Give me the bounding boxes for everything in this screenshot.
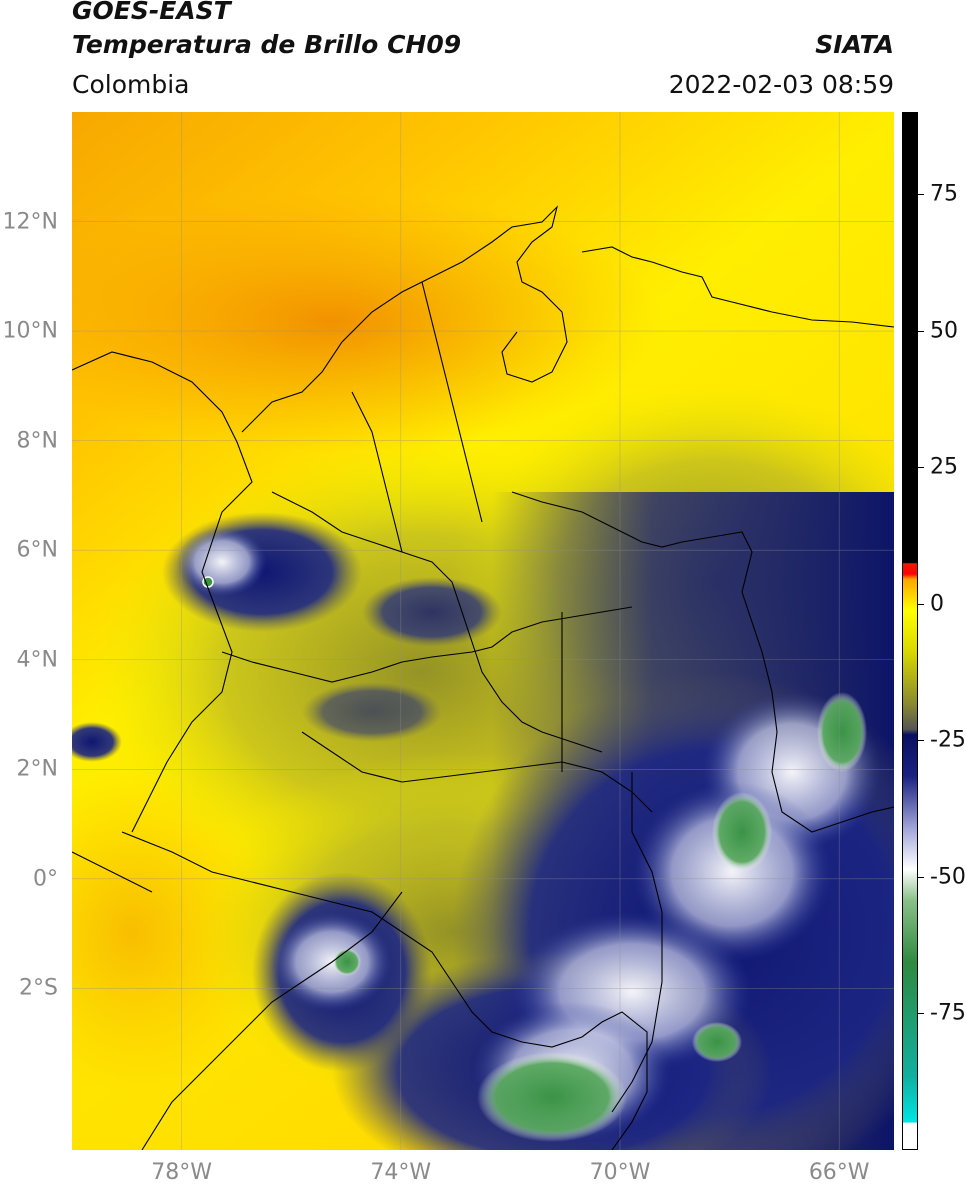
colorbar-tick-label: -50 <box>930 864 966 890</box>
colorbar-tick-mark <box>918 467 924 469</box>
lon-tick-label: 74°W <box>370 1160 432 1185</box>
lon-tick-label: 70°W <box>589 1160 651 1185</box>
brightness-temperature-map <box>72 112 894 1150</box>
colorbar <box>902 112 918 1150</box>
lat-tick-label: 2°S <box>19 975 58 1001</box>
lat-tick-label: 12°N <box>2 209 58 235</box>
lat-tick-label: 0° <box>33 866 58 892</box>
title-block: GOES-EAST Temperatura de Brillo CH09 Col… <box>72 0 894 110</box>
lat-tick-label: 8°N <box>16 428 58 454</box>
satellite-title: GOES-EAST <box>72 0 231 25</box>
lon-tick-label: 66°W <box>808 1160 870 1185</box>
colorbar-tick-label: -75 <box>930 1000 966 1026</box>
institution-label: SIATA <box>815 30 894 59</box>
lat-tick-label: 6°N <box>16 537 58 563</box>
colorbar-tick-mark <box>918 740 924 742</box>
graticule <box>72 112 894 1150</box>
product-title: Temperatura de Brillo CH09 <box>72 30 462 59</box>
colorbar-tick-mark <box>918 1013 924 1015</box>
lon-tick-label: 78°W <box>151 1160 212 1185</box>
coastlines-and-borders <box>72 205 894 1150</box>
colorbar-tick-label: 75 <box>930 181 958 207</box>
colorbar-tick-label: 50 <box>930 318 958 344</box>
datetime-label: 2022-02-03 08:59 <box>668 70 894 99</box>
colorbar-tick-label: -25 <box>930 727 966 753</box>
lat-tick-label: 10°N <box>2 318 58 344</box>
colorbar-tick-mark <box>918 330 924 332</box>
colorbar-tick-mark <box>918 876 924 878</box>
colorbar-tick-label: 0 <box>930 591 944 617</box>
region-label: Colombia <box>72 70 190 99</box>
lat-tick-label: 2°N <box>16 756 58 782</box>
lat-tick-label: 4°N <box>16 647 58 673</box>
colorbar-tick-label: 25 <box>930 454 958 480</box>
colorbar-tick-mark <box>918 603 924 605</box>
colorbar-tick-mark <box>918 193 924 195</box>
